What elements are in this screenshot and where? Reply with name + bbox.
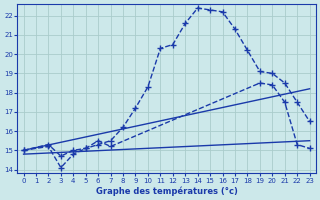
X-axis label: Graphe des températures (°c): Graphe des températures (°c) [96, 186, 237, 196]
